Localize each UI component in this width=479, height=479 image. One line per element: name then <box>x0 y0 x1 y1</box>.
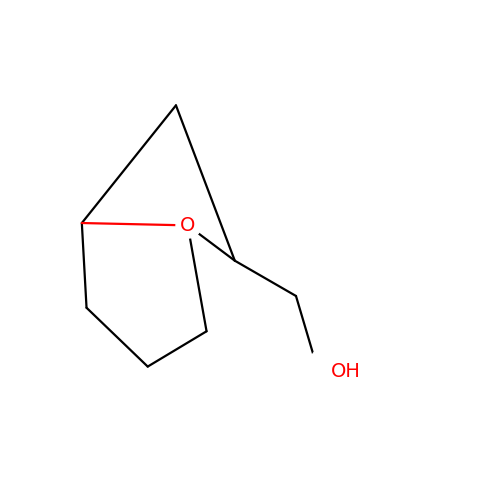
Text: OH: OH <box>331 362 361 381</box>
Text: O: O <box>180 216 195 235</box>
